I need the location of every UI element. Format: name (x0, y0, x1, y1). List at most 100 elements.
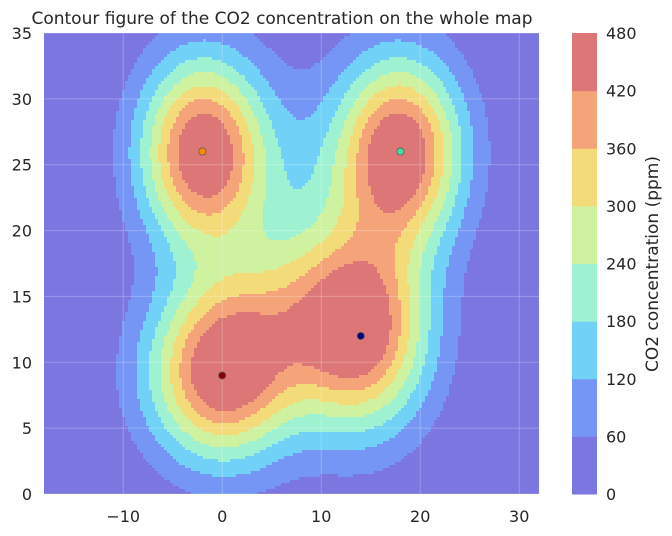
contour-band-cell (197, 114, 213, 118)
contour-band-cell (254, 111, 267, 115)
contour-band-cell (467, 60, 539, 64)
contour-band-cell (449, 186, 459, 190)
contour-band-cell (455, 369, 539, 373)
contour-band-cell (179, 366, 192, 370)
contour-band-cell (335, 81, 354, 85)
contour-band-cell (461, 309, 539, 313)
contour-band-cell (485, 111, 539, 115)
contour-band-cell (434, 375, 453, 379)
contour-band-cell (152, 69, 174, 73)
contour-band-cell (167, 300, 183, 304)
contour-band-cell (239, 183, 252, 187)
contour-band-cell (401, 330, 411, 334)
contour-band-cell (122, 324, 144, 328)
contour-band-cell (431, 285, 447, 289)
contour-band-cell (140, 408, 156, 412)
contour-band-cell (320, 399, 369, 403)
contour-band-cell (443, 327, 462, 331)
contour-band-cell (122, 411, 144, 415)
contour-band-cell (137, 381, 150, 385)
contour-band-cell (440, 126, 450, 130)
contour-band-cell (155, 327, 171, 331)
contour-band-cell (317, 162, 336, 166)
contour-band-cell (146, 114, 156, 118)
contour-band-cell (416, 234, 432, 238)
contour-band-cell (197, 300, 222, 304)
contour-band-cell (44, 360, 117, 364)
contour-band-cell (434, 201, 444, 205)
contour-band-cell (410, 303, 420, 307)
contour-band-cell (197, 303, 216, 307)
contour-band-cell (326, 201, 345, 205)
contour-band-cell (191, 381, 273, 385)
contour-band-cell (422, 255, 435, 259)
contour-band-cell (458, 123, 471, 127)
contour-band-cell (251, 60, 285, 64)
contour-band-cell (155, 279, 174, 283)
contour-band-cell (440, 351, 459, 355)
contour-band-cell (113, 174, 132, 178)
contour-band-cell (170, 291, 189, 295)
contour-band-cell (173, 126, 186, 130)
contour-band-cell (179, 192, 198, 196)
contour-band-cell (236, 222, 264, 226)
contour-band-cell (461, 324, 539, 328)
contour-band-cell (179, 168, 234, 172)
contour-band-cell (458, 228, 477, 232)
contour-band-cell (320, 369, 372, 373)
contour-band-cell (170, 324, 183, 328)
contour-band-cell (44, 309, 129, 313)
contour-band-cell (170, 321, 186, 325)
contour-band-cell (188, 102, 219, 106)
contour-band-cell (275, 378, 381, 382)
contour-band-cell (437, 189, 450, 193)
contour-band-cell (290, 435, 396, 439)
contour-band-cell (383, 117, 414, 121)
contour-band-cell (212, 213, 243, 217)
contour-band-cell (155, 216, 168, 220)
contour-band-cell (137, 357, 150, 361)
contour-band-cell (401, 234, 417, 238)
contour-band-cell (347, 147, 360, 151)
contour-band-cell (233, 225, 264, 229)
contour-band-cell (128, 303, 150, 307)
contour-band-cell (122, 93, 141, 97)
contour-band-cell (413, 195, 426, 199)
contour-band-cell (293, 417, 393, 421)
x-tick-label: 20 (410, 507, 430, 526)
contour-band-cell (464, 213, 483, 217)
contour-band-cell (242, 180, 255, 184)
contour-band-cell (404, 381, 420, 385)
contour-band-cell (377, 108, 423, 112)
contour-band-cell (350, 138, 360, 142)
contour-band-cell (149, 204, 162, 208)
contour-band-cell (455, 204, 468, 208)
contour-band-cell (386, 285, 399, 289)
contour-band-cell (488, 120, 539, 124)
contour-band-cell (188, 432, 213, 436)
contour-band-cell (242, 174, 255, 178)
contour-band-cell (44, 105, 120, 109)
contour-band-cell (194, 423, 261, 427)
contour-band-cell (152, 342, 165, 346)
y-tick-label: 35 (12, 24, 32, 43)
contour-band-cell (44, 69, 132, 73)
contour-band-cell (401, 363, 414, 367)
contour-band-cell (473, 126, 489, 130)
contour-band-cell (113, 165, 132, 169)
contour-band-cell (389, 99, 408, 103)
contour-band-cell (440, 348, 459, 352)
contour-band-cell (191, 360, 381, 364)
contour-band-cell (410, 261, 423, 265)
contour-band-cell (125, 417, 147, 421)
contour-band-cell (443, 156, 453, 160)
contour-band-cell (332, 84, 351, 88)
contour-band-cell (419, 330, 429, 334)
contour-band-cell (146, 225, 162, 229)
contour-band-cell (170, 375, 180, 379)
contour-band-cell (470, 123, 489, 127)
contour-band-cell (437, 195, 447, 199)
contour-band-cell (179, 441, 201, 445)
contour-band-cell (395, 396, 411, 400)
contour-band-cell (422, 174, 435, 178)
